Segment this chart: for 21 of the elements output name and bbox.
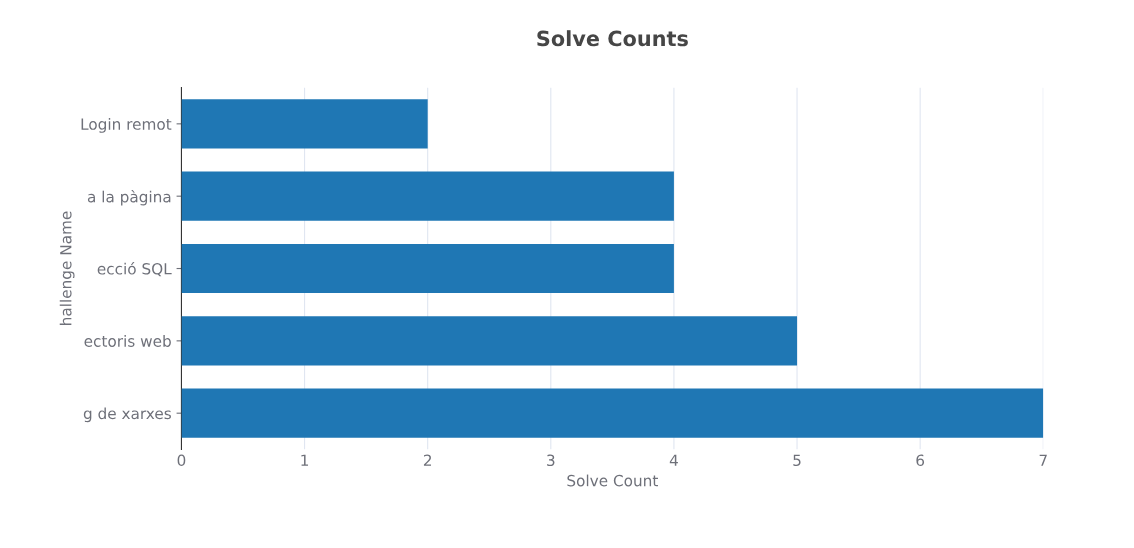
x-tick-label: 2 [423, 454, 432, 466]
bar [181, 171, 674, 221]
x-axis-title: Solve Count [567, 474, 658, 487]
bar [181, 316, 798, 366]
y-tick-label: a la pàgina [87, 190, 171, 206]
x-tick-label: 4 [669, 454, 678, 466]
y-tick-label: ecció SQL [97, 262, 172, 277]
y-tick-label: Login remot [81, 118, 172, 133]
x-tick-label: 5 [793, 454, 801, 467]
x-tick-label: 1 [301, 454, 309, 466]
x-tick-label: 3 [547, 454, 555, 467]
y-tick-label: ectoris web [84, 335, 171, 347]
chart-title: Solve Counts [537, 30, 688, 47]
y-tick-label: g de xarxes [83, 407, 171, 423]
x-tick-label: 6 [916, 454, 925, 467]
y-axis-title: hallenge Name [59, 211, 75, 325]
bar [181, 99, 428, 149]
x-tick-label: 7 [1039, 454, 1047, 466]
x-tick-label: 0 [177, 454, 186, 467]
bar [181, 243, 674, 294]
bar [181, 388, 1044, 438]
